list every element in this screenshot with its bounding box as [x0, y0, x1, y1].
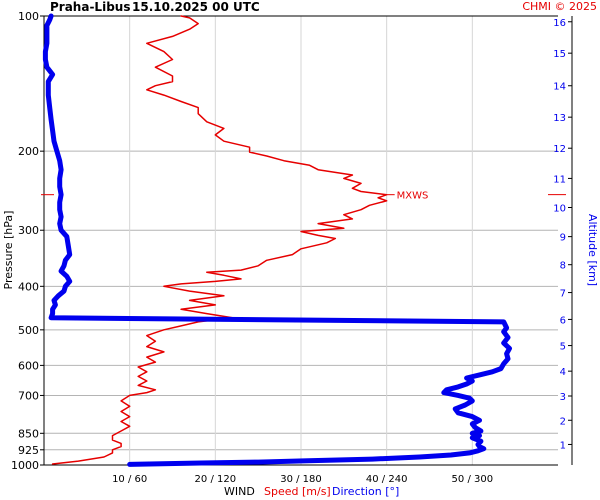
y2-axis-title: Altitude [km] — [586, 214, 599, 286]
x-tick-label: 30 / 180 — [280, 474, 322, 485]
mxws-label: MXWS — [397, 191, 429, 202]
pressure-tick-label: 1000 — [11, 459, 39, 472]
y-axis-title: Pressure [hPa] — [2, 211, 15, 290]
altitude-tick-label: 13 — [553, 113, 566, 124]
altitude-tick-label: 1 — [560, 440, 566, 451]
direction-series-line — [42, 13, 512, 467]
pressure-tick-label: 600 — [18, 359, 39, 372]
pressure-tick-label: 700 — [18, 389, 39, 402]
x-label-direction: Direction [°] — [332, 485, 400, 498]
altitude-tick-label: 5 — [560, 342, 566, 353]
altitude-tick-label: 3 — [560, 392, 566, 403]
altitude-tick-label: 2 — [560, 416, 566, 427]
altitude-tick-label: 10 — [553, 204, 566, 215]
altitude-tick-label: 11 — [553, 174, 566, 185]
x-label-speed: Speed [m/s] — [264, 485, 331, 498]
pressure-tick-label: 300 — [18, 224, 39, 237]
altitude-tick-label: 15 — [553, 49, 566, 60]
altitude-tick-label: 16 — [553, 18, 566, 29]
x-label-wind: WIND — [224, 485, 255, 498]
x-tick-label: 50 / 300 — [452, 474, 494, 485]
x-tick-label: 10 / 60 — [112, 474, 147, 485]
altitude-tick-label: 6 — [560, 315, 566, 326]
datetime-title: 15.10.2025 00 UTC — [132, 0, 260, 14]
altitude-tick-label: 7 — [560, 289, 566, 300]
altitude-tick-label: 4 — [560, 367, 566, 378]
pressure-tick-label: 200 — [18, 145, 39, 158]
pressure-tick-label: 925 — [18, 444, 39, 457]
pressure-tick-label: 400 — [18, 280, 39, 293]
pressure-tick-label: 100 — [18, 10, 39, 23]
speed-series-line — [51, 15, 388, 465]
x-tick-label: 20 / 120 — [195, 474, 237, 485]
altitude-tick-label: 12 — [553, 144, 566, 155]
altitude-tick-label: 9 — [560, 233, 566, 244]
station-title: Praha-Libus — [50, 0, 131, 14]
altitude-tick-label: 8 — [560, 261, 566, 272]
credit-link[interactable]: CHMI © 2025 — [522, 0, 597, 13]
x-tick-label: 40 / 240 — [366, 474, 408, 485]
pressure-tick-label: 500 — [18, 324, 39, 337]
altitude-tick-label: 14 — [553, 82, 566, 93]
pressure-tick-label: 850 — [18, 427, 39, 440]
